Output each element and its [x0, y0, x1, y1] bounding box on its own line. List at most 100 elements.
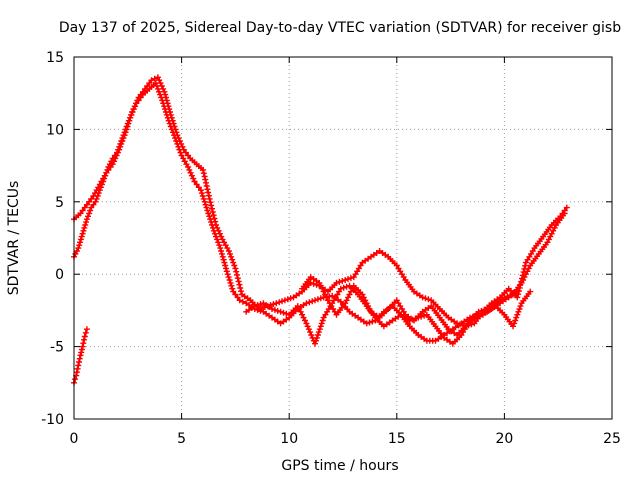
data-point-marker: [312, 297, 318, 304]
data-point-marker: [114, 149, 121, 156]
data-point-marker: [163, 97, 170, 104]
data-point-marker: [221, 259, 228, 266]
data-point-marker: [514, 288, 521, 295]
data-point-marker: [337, 285, 344, 292]
data-point-marker: [274, 307, 281, 314]
data-point-marker: [166, 106, 173, 113]
data-point-marker: [211, 215, 218, 222]
data-point-marker: [175, 135, 182, 142]
data-point-marker: [519, 272, 526, 279]
data-point-marker: [315, 329, 322, 336]
data-point-marker: [230, 259, 237, 266]
data-point-marker: [515, 308, 522, 315]
data-point-marker: [170, 120, 177, 127]
data-point-marker: [563, 204, 570, 211]
data-point-marker: [313, 337, 319, 344]
data-point-marker: [207, 199, 214, 206]
data-point-marker: [254, 302, 261, 309]
data-point-marker: [160, 85, 167, 92]
data-point-marker: [237, 285, 244, 291]
data-point-marker: [209, 205, 215, 212]
data-point-marker: [339, 278, 346, 284]
data-point-marker: [148, 77, 155, 84]
data-point-marker: [213, 233, 219, 240]
data-point-marker: [122, 129, 129, 136]
data-point-marker: [156, 88, 162, 95]
data-point-marker: [271, 306, 278, 313]
x-tick-label: 0: [70, 431, 79, 447]
data-point-marker: [208, 202, 215, 209]
data-point-marker: [317, 295, 324, 302]
data-point-marker: [199, 193, 206, 199]
data-point-marker: [317, 323, 324, 330]
data-point-marker: [216, 242, 223, 249]
series-arc-1: [71, 326, 90, 386]
x-axis-label: GPS time / hours: [281, 458, 398, 474]
data-point-marker: [228, 253, 235, 260]
data-point-marker: [82, 329, 89, 336]
data-point-marker: [222, 262, 229, 269]
data-point-marker: [369, 318, 376, 325]
data-point-marker: [78, 233, 85, 240]
data-point-marker: [198, 190, 205, 197]
data-point-marker: [76, 242, 83, 249]
data-point-marker: [215, 239, 222, 246]
data-point-marker: [157, 91, 164, 98]
data-point-marker: [279, 298, 285, 305]
data-point-marker: [307, 279, 314, 286]
data-point-marker: [226, 277, 233, 283]
data-point-marker: [333, 279, 340, 286]
data-point-marker: [223, 265, 229, 272]
data-point-marker: [256, 306, 263, 312]
data-point-marker: [273, 300, 280, 307]
data-point-marker: [116, 146, 123, 153]
x-tick-label: 20: [495, 431, 513, 447]
x-tick-label: 25: [603, 431, 621, 447]
data-point-marker: [169, 117, 176, 124]
data-point-marker: [198, 187, 204, 194]
data-point-marker: [220, 256, 227, 263]
data-point-marker: [318, 320, 325, 327]
data-point-marker: [203, 204, 210, 211]
data-point-marker: [121, 132, 128, 139]
data-point-marker: [513, 314, 520, 321]
y-tick-label: 5: [55, 195, 64, 211]
data-point-marker: [120, 135, 127, 142]
data-point-marker: [287, 295, 294, 302]
data-point-marker: [167, 109, 173, 115]
data-point-marker: [128, 111, 135, 118]
data-point-marker: [343, 283, 350, 290]
data-point-marker: [83, 216, 90, 223]
data-point-marker: [215, 227, 222, 234]
data-point-marker: [477, 312, 483, 319]
data-point-marker: [231, 262, 238, 269]
data-point-marker: [277, 308, 284, 315]
data-point-marker: [117, 143, 124, 150]
data-point-marker: [218, 250, 225, 257]
data-point-marker: [223, 268, 230, 275]
data-point-marker: [303, 320, 310, 327]
data-point-marker: [520, 269, 527, 276]
data-point-marker: [425, 296, 432, 303]
data-point-marker: [239, 298, 246, 305]
y-tick-label: 0: [55, 267, 64, 283]
data-point-marker: [345, 276, 351, 282]
x-tick-label: 10: [280, 431, 298, 447]
data-point-marker: [257, 301, 264, 308]
data-point-marker: [512, 317, 519, 324]
data-point-marker: [168, 114, 175, 121]
data-point-marker: [81, 336, 87, 343]
grid: [74, 57, 612, 419]
y-tick-label: 15: [46, 50, 64, 66]
data-point-marker: [514, 311, 521, 318]
data-point-marker: [125, 120, 132, 127]
data-point-marker: [363, 320, 370, 327]
data-point-marker: [229, 285, 236, 292]
data-point-marker: [78, 349, 85, 356]
data-point-marker: [258, 305, 265, 311]
data-point-marker: [129, 109, 136, 115]
data-point-marker: [77, 239, 83, 246]
data-point-marker: [227, 279, 234, 286]
data-point-marker: [314, 332, 321, 338]
